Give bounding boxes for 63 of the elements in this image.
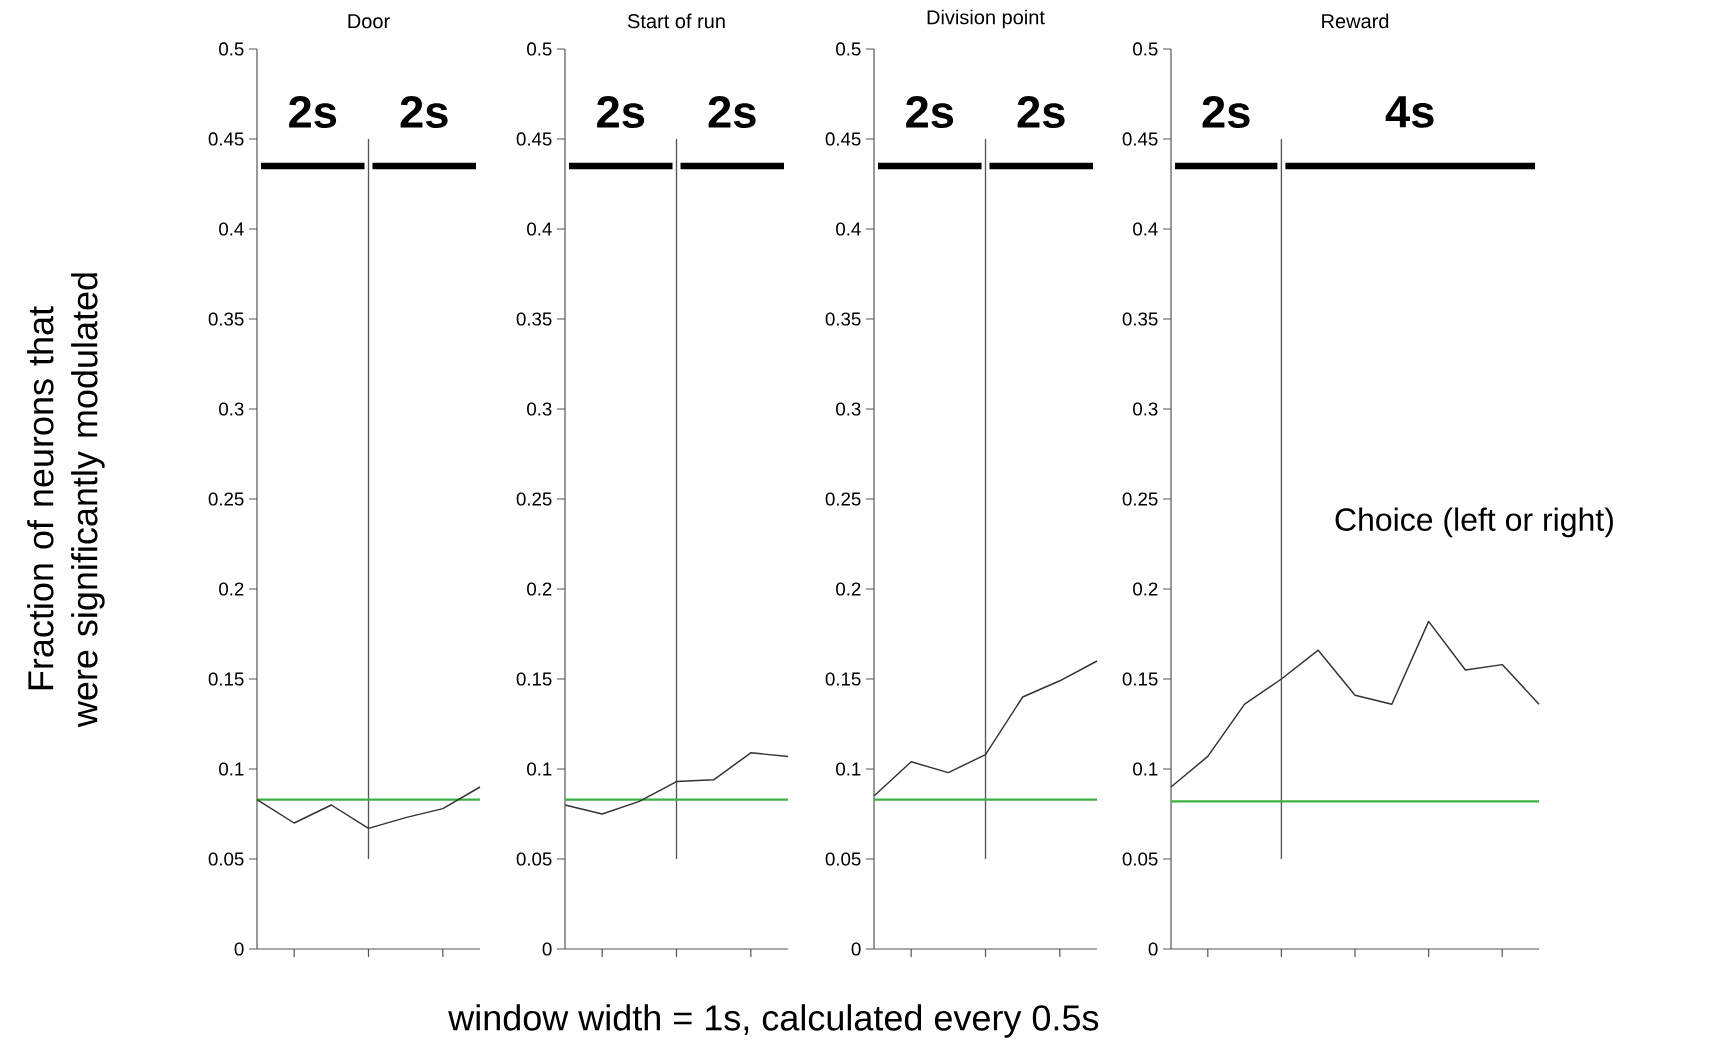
y-tick-label: 0.15	[208, 672, 244, 686]
annotation: 2s	[400, 95, 448, 129]
annotation: 2s	[1202, 95, 1250, 129]
y-tick-label: 0.4	[1133, 222, 1158, 236]
y-tick-label: 0.5	[836, 42, 861, 56]
y-tick-label: 0.25	[825, 492, 861, 506]
y-tick-label: 0.1	[1133, 762, 1158, 776]
y-tick-label: 0.15	[825, 672, 861, 686]
y-tick-label: 0.35	[516, 312, 552, 326]
annotation: 2s	[708, 95, 756, 129]
y-tick-label: 0.05	[516, 852, 552, 866]
line-series	[873, 660, 1098, 797]
y-axis-title: Fraction of neurons that were significantly modulated	[27, 273, 105, 728]
line-series	[256, 786, 481, 830]
y-tick-label: 0.5	[1133, 42, 1158, 56]
y-tick-label: 0	[234, 942, 244, 956]
y-tick-label: 0.4	[219, 222, 244, 236]
y-tick-label: 0.2	[836, 582, 861, 596]
y-tick-label: 0.25	[1122, 492, 1158, 506]
y-tick-label: 0.5	[527, 42, 552, 56]
y-tick-label: 0	[542, 942, 552, 956]
annotation: 2s	[289, 95, 337, 129]
y-tick-label: 0.5	[219, 42, 244, 56]
y-tick-label: 0.2	[219, 582, 244, 596]
chart-title: Door	[348, 14, 390, 29]
y-tick-label: 0.45	[516, 132, 552, 146]
line-series	[564, 752, 789, 815]
y-tick-label: 0.3	[1133, 402, 1158, 416]
y-tick-label: 0.3	[836, 402, 861, 416]
y-tick-label: 0.45	[208, 132, 244, 146]
y-tick-label: 0.2	[1133, 582, 1158, 596]
annotation: 2s	[906, 95, 954, 129]
y-tick-label: 0	[851, 942, 861, 956]
y-tick-label: 0.1	[836, 762, 861, 776]
y-tick-label: 0.2	[527, 582, 552, 596]
y-tick-label: 0.1	[219, 762, 244, 776]
y-tick-label: 0.05	[825, 852, 861, 866]
chart-title: Reward	[1322, 13, 1389, 29]
y-tick-label: 0	[1148, 942, 1158, 956]
chart-title: Start of run	[627, 13, 725, 29]
y-tick-label: 0.15	[1122, 672, 1158, 686]
annotation: 2s	[597, 95, 645, 129]
y-tick-label: 0.25	[208, 492, 244, 506]
y-tick-label: 0.35	[825, 312, 861, 326]
annotation: 2s	[1017, 95, 1065, 129]
y-tick-label: 0.05	[208, 852, 244, 866]
y-tick-label: 0.4	[527, 222, 552, 236]
y-tick-label: 0.4	[836, 222, 861, 236]
y-tick-label: 0.45	[825, 132, 861, 146]
chart-title: Division point	[927, 9, 1045, 29]
annotation: Choice (left or right)	[1335, 507, 1613, 538]
y-tick-label: 0.35	[1122, 312, 1158, 326]
y-tick-label: 0.45	[1122, 132, 1158, 146]
y-tick-label: 0.25	[516, 492, 552, 506]
line-series	[1170, 620, 1540, 788]
y-tick-label: 0.3	[219, 402, 244, 416]
y-tick-label: 0.3	[527, 402, 552, 416]
x-axis-title: window width = 1s, calculated every 0.5s	[448, 1004, 1099, 1038]
y-tick-label: 0.15	[516, 672, 552, 686]
annotation: 4s	[1385, 96, 1434, 128]
y-tick-label: 0.35	[208, 312, 244, 326]
y-tick-label: 0.1	[527, 762, 552, 776]
y-tick-label: 0.05	[1122, 852, 1158, 866]
